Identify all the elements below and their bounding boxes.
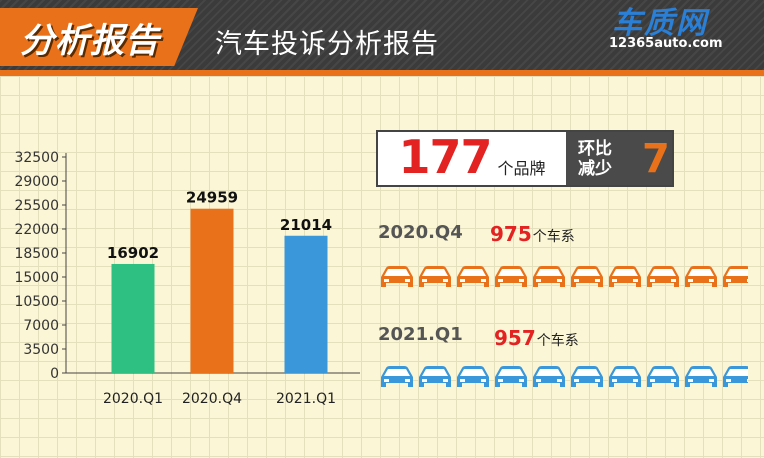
car-icon — [606, 261, 644, 291]
report-badge-label: 分析报告 — [20, 20, 160, 61]
brand-count-panel: 177 个品牌 — [378, 132, 566, 185]
series-count-q4: 975 个车系 — [490, 222, 575, 246]
car-icon — [682, 361, 720, 391]
car-icon — [720, 361, 748, 391]
bar-2020.Q1 — [111, 263, 155, 373]
page-title: 汽车投诉分析报告 — [215, 29, 439, 60]
y-tick-label: 29000 — [14, 174, 59, 190]
bar-2020.Q4 — [190, 208, 234, 373]
y-tick-label: 15000 — [14, 270, 59, 286]
y-tick-label: 25500 — [14, 198, 59, 214]
period-label-q1: 2021.Q1 — [378, 324, 463, 345]
series-count-q1: 957 个车系 — [494, 326, 579, 350]
car-icon — [492, 261, 530, 291]
complaints-bar-chart: 0 3500 7000 10500 15000 18500 22000 25500 29000 3… — [14, 150, 360, 407]
car-icon-row-q4 — [378, 261, 748, 291]
x-tick-label: 2020.Q4 — [182, 391, 242, 407]
x-tick-label: 2020.Q1 — [103, 391, 163, 407]
car-icon — [606, 361, 644, 391]
car-icon — [720, 261, 748, 291]
series-count-unit: 个车系 — [536, 333, 579, 349]
series-count-value: 975 — [490, 222, 532, 246]
brand-count-unit: 个品牌 — [497, 159, 546, 178]
car-icon-row-q1 — [378, 361, 748, 391]
change-label-line1: 环比 — [578, 138, 612, 159]
bar-value-label: 24959 — [186, 189, 238, 207]
car-icon — [378, 261, 416, 291]
report-badge: 分析报告 — [0, 8, 198, 66]
y-tick-label: 0 — [50, 366, 59, 382]
brand-stats-box: 177 个品牌 环比 减少 7 — [376, 130, 674, 187]
bar-value-label: 16902 — [107, 244, 159, 262]
car-icon — [644, 261, 682, 291]
change-label-line2: 减少 — [578, 158, 612, 179]
brand-logo: 车质网 — [612, 6, 708, 41]
x-tick-label: 2021.Q1 — [276, 391, 336, 407]
brand-count: 177 — [398, 130, 492, 184]
car-icon — [454, 261, 492, 291]
header-bar: 分析报告 汽车投诉分析报告 车质网 12365auto.com — [0, 0, 764, 70]
bar-value-label: 21014 — [280, 216, 332, 234]
car-icon — [454, 361, 492, 391]
car-icon — [492, 361, 530, 391]
brand-url: 12365auto.com — [609, 36, 723, 51]
change-value: 7 — [642, 135, 670, 182]
y-tick-label: 7000 — [23, 318, 59, 334]
series-count-unit: 个车系 — [532, 229, 575, 245]
car-icon — [530, 361, 568, 391]
car-icon — [644, 361, 682, 391]
car-icon — [530, 261, 568, 291]
car-icon — [378, 361, 416, 391]
y-tick-label: 32500 — [14, 150, 59, 166]
header-accent-band — [0, 70, 764, 76]
y-tick-label: 18500 — [14, 246, 59, 262]
car-icon — [416, 261, 454, 291]
y-tick-label: 10500 — [14, 294, 59, 310]
change-label: 环比 减少 — [578, 139, 618, 179]
car-icon — [682, 261, 720, 291]
y-tick-label: 22000 — [14, 222, 59, 238]
series-count-value: 957 — [494, 326, 536, 350]
y-tick-label: 3500 — [23, 342, 59, 358]
car-icon — [416, 361, 454, 391]
bar-2021.Q1 — [284, 235, 328, 373]
car-icon — [568, 261, 606, 291]
period-label-q4: 2020.Q4 — [378, 222, 463, 243]
brand-change-panel: 环比 减少 7 — [566, 132, 672, 185]
car-icon — [568, 361, 606, 391]
